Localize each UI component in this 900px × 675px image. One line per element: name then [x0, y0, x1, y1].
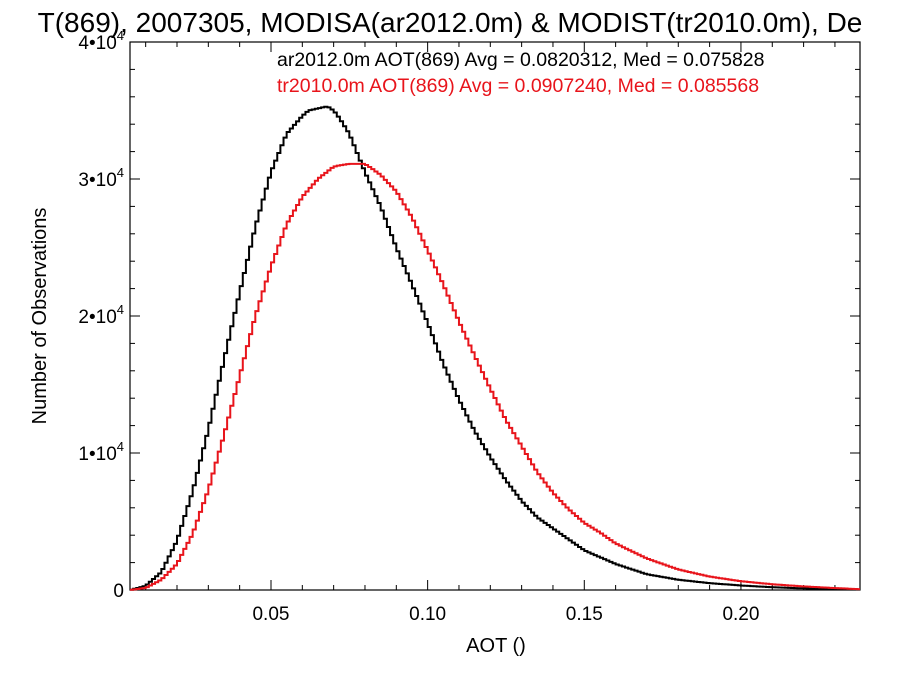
y-tick-label: 2•104 — [78, 302, 124, 328]
x-tick-label: 0.10 — [409, 604, 446, 625]
y-tick-exponent: 4 — [117, 439, 124, 454]
y-tick-mantissa: 2•10 — [78, 307, 116, 328]
y-tick-mantissa: 4•10 — [78, 33, 116, 54]
y-tick-label: 1•104 — [78, 439, 124, 465]
series-line-tr2010.0m — [130, 162, 860, 591]
y-tick-mantissa: 3•10 — [78, 170, 116, 191]
y-tick-exponent: 4 — [117, 165, 124, 180]
x-tick-label: 0.20 — [722, 604, 759, 625]
y-axis-label: Number of Observations — [29, 208, 51, 425]
series-layer — [130, 105, 860, 591]
y-tick-mantissa: 1•10 — [78, 444, 116, 465]
x-tick-label: 0.05 — [252, 604, 289, 625]
plot-frame — [129, 41, 861, 591]
y-tick-label: 4•104 — [78, 28, 124, 54]
y-tick-exponent: 4 — [117, 302, 124, 317]
series-annotation-ar2012: ar2012.0m AOT(869) Avg = 0.0820312, Med … — [277, 49, 765, 71]
x-axis-label: AOT () — [466, 635, 526, 657]
chart-title: T(869), 2007305, MODISA(ar2012.0m) & MOD… — [38, 7, 863, 38]
y-tick-label: 3•104 — [78, 165, 124, 191]
series-annotation-tr2010: tr2010.0m AOT(869) Avg = 0.0907240, Med … — [277, 75, 759, 97]
x-tick-label: 0.15 — [566, 604, 603, 625]
series-line-ar2012.0m — [130, 105, 860, 591]
y-tick-exponent: 4 — [117, 28, 124, 43]
y-tick-label: 0 — [113, 581, 124, 602]
